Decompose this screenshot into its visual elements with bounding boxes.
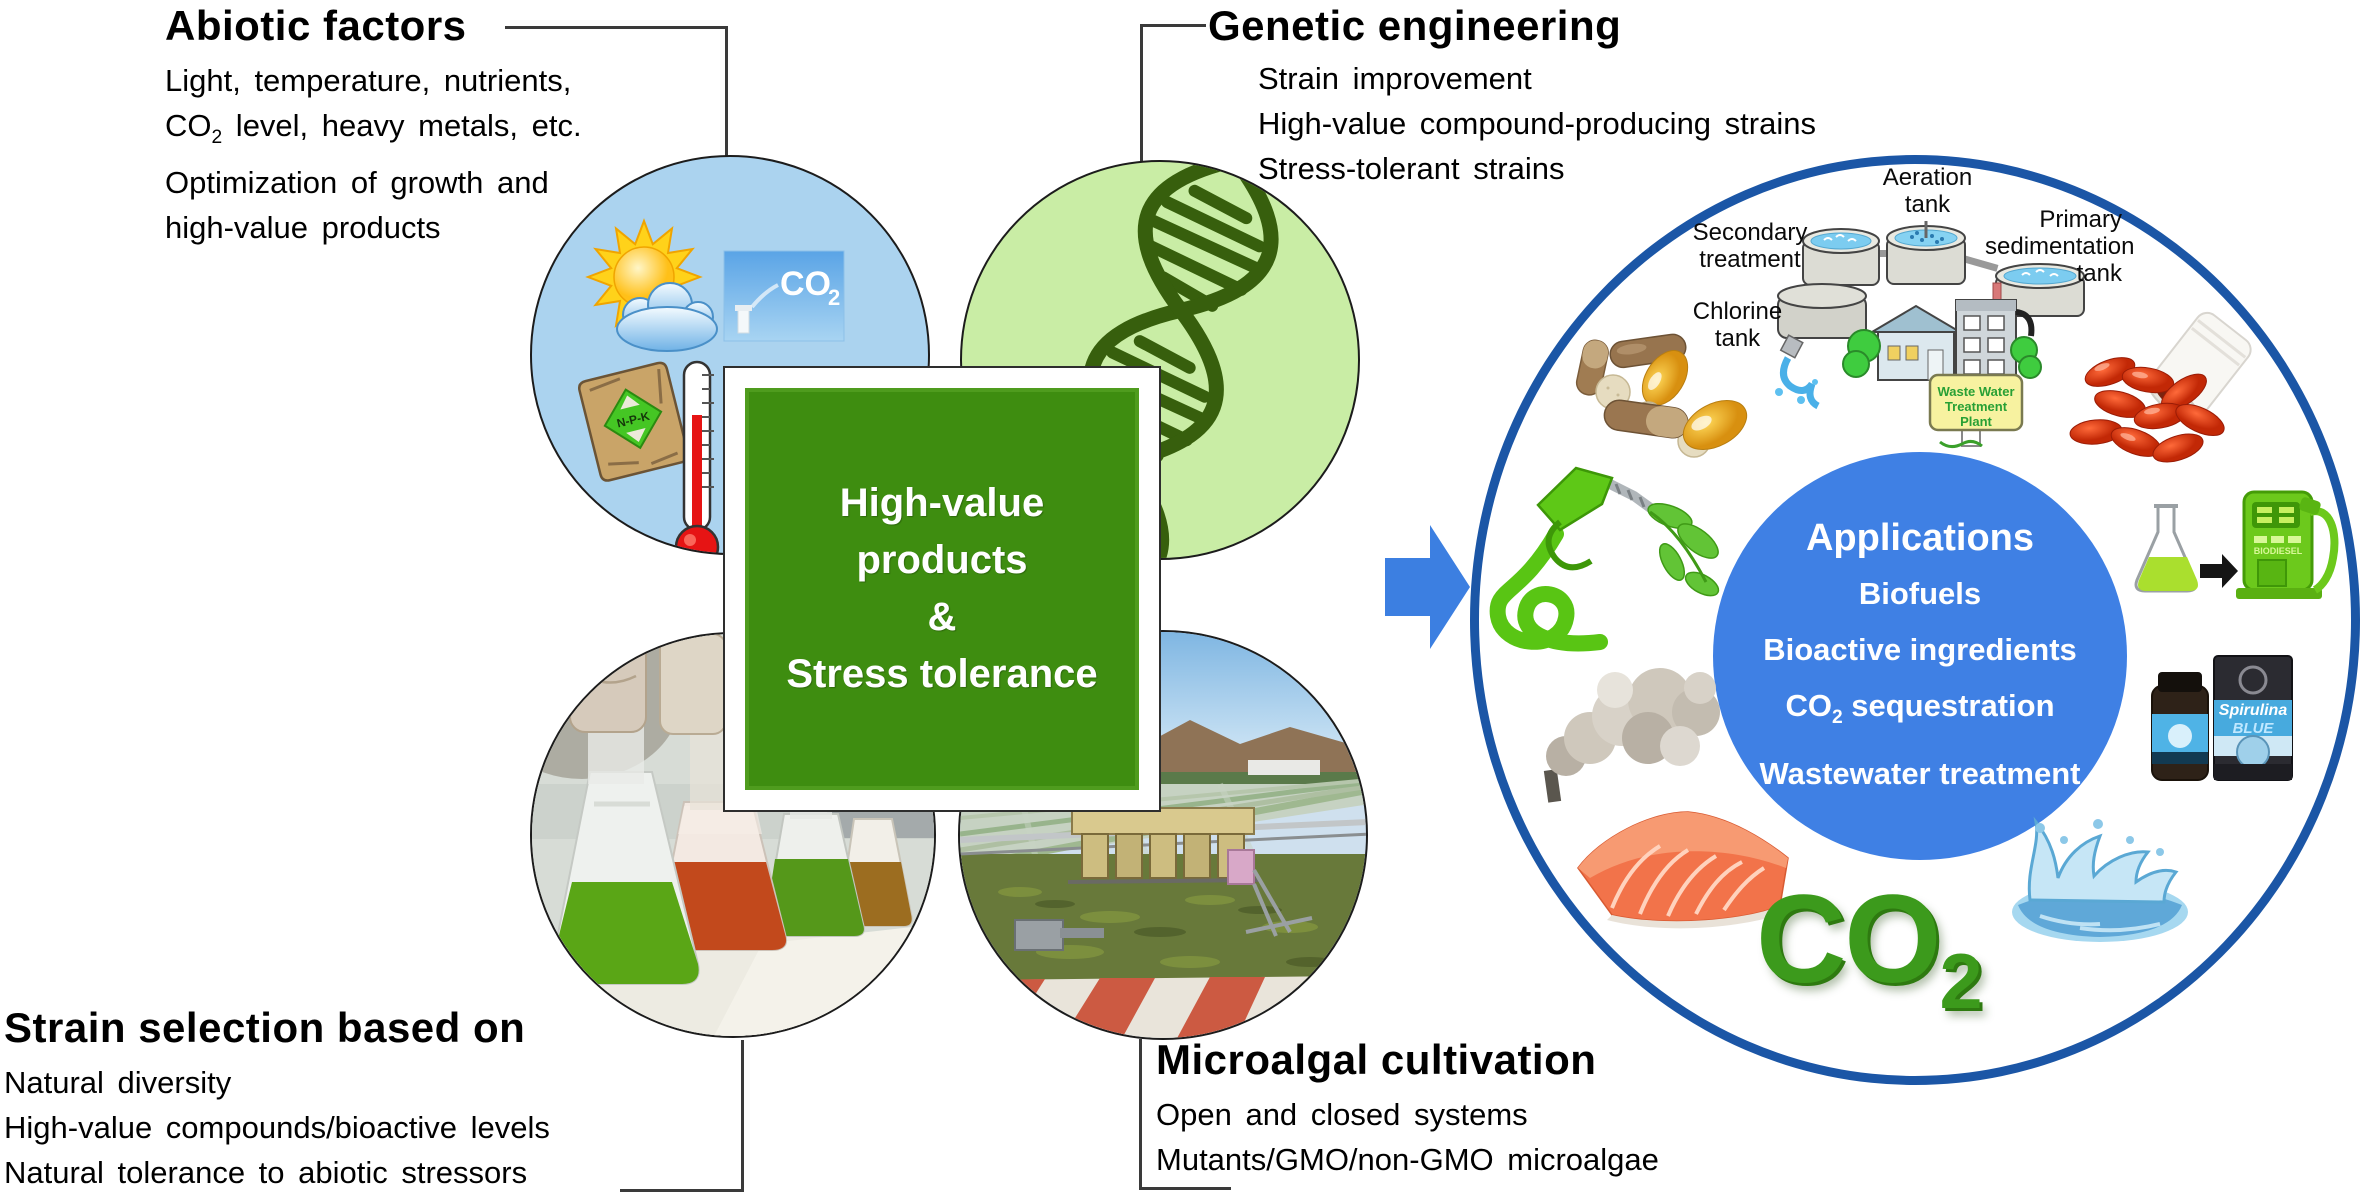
applications-title: Applications	[1805, 516, 2035, 559]
pink-post	[1227, 849, 1255, 885]
paddle-wheel	[1067, 807, 1259, 884]
abiotic-section: Abiotic factors Light, temperature, nutr…	[165, 2, 582, 250]
abiotic-line1: Light, temperature, nutrients,	[165, 63, 572, 98]
cultivation-line1: Open and closed systems	[1156, 1097, 1528, 1132]
flask-red	[656, 634, 788, 951]
center-square-line4: Stress tolerance	[786, 652, 1098, 696]
applications-item-biofuels: Biofuels	[1858, 575, 1982, 611]
abiotic-co2-post: level, heavy metals, etc.	[222, 108, 582, 143]
applications-item-co2: CO2 sequestration	[1785, 687, 2055, 735]
spirulina-name-text: Spirulina	[2218, 702, 2288, 719]
thermometer-icon	[674, 360, 720, 553]
center-square-line2: products	[856, 538, 1028, 582]
co2-seq-pre: CO	[1785, 687, 1832, 723]
co2-seq-sub: 2	[1831, 707, 1843, 729]
strain-line2: High-value compounds/bioactive levels	[4, 1110, 550, 1145]
co2-image-text: CO	[780, 265, 831, 303]
abiotic-line3: Optimization of growth and	[165, 165, 549, 201]
pond-equipment	[1014, 919, 1104, 951]
strain-selection-section: Strain selection based on Natural divers…	[4, 1004, 550, 1195]
cloud-icon	[616, 282, 718, 352]
abiotic-icons: CO 2 N-P-K	[578, 218, 845, 553]
connector-strain-v	[741, 1040, 744, 1192]
center-square-line1: High-value	[839, 481, 1045, 525]
cultivation-section: Microalgal cultivation Open and closed s…	[1156, 1036, 1659, 1182]
strain-selection-heading: Strain selection based on	[4, 1004, 526, 1051]
abiotic-line4: high-value products	[165, 210, 441, 246]
spirulina-blue-text: BLUE	[2232, 720, 2274, 737]
biodiesel-text: BIODIESEL	[2253, 546, 2303, 556]
abiotic-co2-sub: 2	[211, 127, 223, 149]
connector-cultivation-v	[1139, 1039, 1142, 1190]
cultivation-line2: Mutants/GMO/non-GMO microalgae	[1156, 1142, 1659, 1177]
genetic-line1: Strain improvement	[1258, 61, 1532, 96]
connector-genetic-v	[1140, 24, 1143, 164]
connector-abiotic-h	[505, 26, 728, 29]
npk-fertilizer-icon: N-P-K	[578, 361, 690, 482]
connector-strain-h	[620, 1189, 744, 1192]
co2-image-sub: 2	[828, 285, 840, 310]
connector-genetic-h	[1140, 24, 1206, 27]
striped-wall	[961, 976, 1366, 1038]
genetic-line3: Stress-tolerant strains	[1258, 151, 1565, 186]
label-primary-sedimentation-tank: Primary sedimentation tank	[1985, 206, 2135, 287]
abiotic-heading: Abiotic factors	[165, 2, 467, 49]
wwtp-sign-text: Waste Water Treatment Plant	[1937, 384, 2015, 429]
genetic-heading: Genetic engineering	[1208, 2, 1622, 49]
abiotic-line2: CO2 level, heavy metals, etc.	[165, 103, 582, 160]
center-square-line3: &	[927, 595, 957, 639]
co2-grass-text: CO2	[1756, 870, 1983, 1025]
applications-item-bioactive: Bioactive ingredients	[1763, 631, 2077, 667]
label-chlorine-tank: Chlorine tank	[1692, 298, 1783, 352]
genetic-section: Genetic engineering Strain improvement H…	[1208, 2, 1816, 191]
center-square: High-value products & Stress tolerance	[745, 388, 1139, 790]
applications-item-wastewater: Wastewater treatment	[1759, 756, 2081, 792]
label-aeration-tank: Aeration tank	[1882, 164, 1973, 218]
cultivation-heading: Microalgal cultivation	[1156, 1036, 1597, 1083]
connector-cultivation-h	[1139, 1187, 1231, 1190]
strain-line1: Natural diversity	[4, 1065, 232, 1100]
co2-level-image: CO 2	[723, 250, 845, 342]
connector-abiotic-v	[725, 26, 728, 158]
arrow-right-icon	[1385, 525, 1470, 649]
applications-inner-circle: Applications Biofuels Bioactive ingredie…	[1713, 452, 2127, 860]
flask-green-big	[550, 634, 700, 985]
genetic-line2: High-value compound-producing strains	[1258, 106, 1816, 141]
strain-line3: Natural tolerance to abiotic stressors	[4, 1155, 528, 1190]
co2-seq-post: sequestration	[1842, 687, 2055, 723]
abiotic-co2-pre: CO	[165, 108, 212, 143]
label-secondary-treatment: Secondary treatment	[1692, 219, 1808, 273]
